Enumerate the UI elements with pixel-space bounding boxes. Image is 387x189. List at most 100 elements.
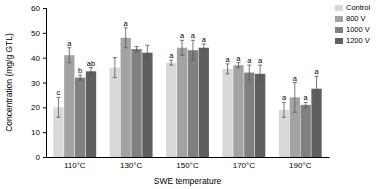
error-bar bbox=[169, 60, 173, 65]
legend: Control 800 V 1000 V 1200 V bbox=[335, 3, 371, 45]
error-bar bbox=[135, 46, 139, 51]
significance-letter: a bbox=[247, 56, 252, 65]
y-tick-mark bbox=[43, 107, 46, 108]
x-tick: 190°C bbox=[289, 157, 312, 170]
y-tick: 50 bbox=[31, 29, 46, 38]
x-axis-line bbox=[47, 157, 330, 158]
bar bbox=[86, 71, 96, 157]
legend-item: 1200 V bbox=[335, 36, 370, 45]
bar bbox=[64, 55, 74, 157]
y-tick-label: 10 bbox=[31, 128, 40, 137]
significance-letter: a bbox=[236, 54, 241, 63]
error-bar bbox=[282, 102, 286, 117]
x-axis: 110°C 130°C 150°C 170°C 190°C bbox=[47, 157, 330, 170]
error-bar bbox=[236, 63, 240, 68]
y-tick-mark bbox=[43, 83, 46, 84]
y-tick-label: 20 bbox=[31, 103, 40, 112]
significance-letter: a bbox=[169, 51, 174, 60]
y-tick-mark bbox=[43, 157, 46, 158]
bar bbox=[222, 69, 232, 157]
legend-swatch bbox=[335, 5, 343, 11]
bar bbox=[244, 73, 254, 157]
significance-letter: a bbox=[258, 56, 263, 65]
plot: 0102030405060110°C130°C150°C170°C190°Cca… bbox=[31, 4, 329, 170]
y-tick-label: 60 bbox=[31, 4, 40, 13]
error-bar bbox=[202, 44, 206, 51]
legend-swatch bbox=[335, 38, 343, 44]
y-tick-label: 50 bbox=[31, 29, 40, 38]
y-axis-line bbox=[43, 9, 47, 158]
error-bar bbox=[247, 65, 251, 80]
significance-letter: a bbox=[124, 19, 129, 28]
x-tick-label: 130°C bbox=[120, 161, 143, 170]
letters: caaaaaaaabaaaabaaa bbox=[57, 19, 320, 103]
bar bbox=[131, 49, 141, 157]
marks bbox=[53, 28, 321, 157]
bar bbox=[166, 63, 176, 157]
significance-letter: a bbox=[202, 35, 207, 44]
error-bar bbox=[56, 97, 60, 117]
x-tick: 170°C bbox=[233, 157, 256, 170]
error-bar bbox=[304, 102, 308, 107]
bar bbox=[188, 50, 198, 157]
bar bbox=[142, 53, 152, 157]
y-tick-label: 40 bbox=[31, 54, 40, 63]
y-tick-label: 0 bbox=[36, 153, 41, 162]
error-bar bbox=[258, 65, 262, 82]
error-bar bbox=[226, 64, 230, 74]
bar bbox=[121, 38, 131, 157]
x-tick: 150°C bbox=[176, 157, 199, 170]
y-tick-mark bbox=[43, 33, 46, 34]
legend-swatch bbox=[335, 27, 343, 33]
significance-letter: a bbox=[67, 39, 72, 48]
bar bbox=[177, 48, 187, 157]
y-tick: 10 bbox=[31, 128, 46, 137]
y-tick-label: 30 bbox=[31, 79, 40, 88]
significance-letter: a bbox=[293, 74, 298, 83]
error-bar bbox=[180, 40, 184, 55]
legend-item: 800 V bbox=[335, 14, 366, 23]
legend-label: 1200 V bbox=[346, 36, 370, 45]
y-tick: 0 bbox=[36, 153, 46, 162]
x-tick-label: 110°C bbox=[64, 161, 86, 170]
significance-letter: a bbox=[282, 93, 287, 102]
x-tick-label: 150°C bbox=[176, 161, 199, 170]
legend-label: 1000 V bbox=[346, 25, 370, 34]
error-bar bbox=[67, 48, 71, 63]
error-bar bbox=[113, 58, 117, 78]
x-tick-label: 190°C bbox=[289, 161, 312, 170]
y-tick: 20 bbox=[31, 103, 46, 112]
series bbox=[86, 44, 322, 157]
bar bbox=[199, 48, 209, 157]
error-bar bbox=[78, 75, 82, 80]
y-tick-mark bbox=[43, 58, 46, 59]
y-axis: 0 10 20 30 40 50 60 bbox=[31, 4, 46, 162]
y-tick-mark bbox=[43, 132, 46, 133]
legend-swatch bbox=[335, 16, 343, 22]
legend-label: Control bbox=[346, 3, 371, 12]
bar bbox=[255, 74, 265, 157]
significance-letter: a bbox=[314, 67, 319, 76]
error-bar bbox=[315, 76, 319, 101]
chart: 0102030405060110°C130°C150°C170°C190°Cca… bbox=[0, 0, 387, 189]
y-tick: 30 bbox=[31, 79, 46, 88]
significance-letter: ab bbox=[87, 59, 95, 68]
x-tick: 110°C bbox=[64, 157, 86, 170]
x-tick-label: 170°C bbox=[233, 161, 256, 170]
significance-letter: a bbox=[180, 31, 185, 40]
series bbox=[53, 58, 289, 157]
y-tick: 60 bbox=[31, 4, 46, 13]
series bbox=[64, 28, 300, 157]
legend-item: 1000 V bbox=[335, 25, 370, 34]
error-bar bbox=[293, 83, 297, 113]
x-tick: 130°C bbox=[120, 157, 143, 170]
y-tick-mark bbox=[43, 8, 46, 9]
y-axis-title: Concentration (mg/g GTL) bbox=[4, 33, 14, 132]
x-axis-title: SWE temperature bbox=[154, 176, 222, 186]
y-tick: 40 bbox=[31, 54, 46, 63]
error-bar bbox=[145, 45, 149, 60]
significance-letter: a bbox=[226, 55, 231, 64]
bar bbox=[301, 105, 311, 157]
significance-letter: a bbox=[304, 93, 309, 102]
error-bar bbox=[89, 68, 93, 75]
